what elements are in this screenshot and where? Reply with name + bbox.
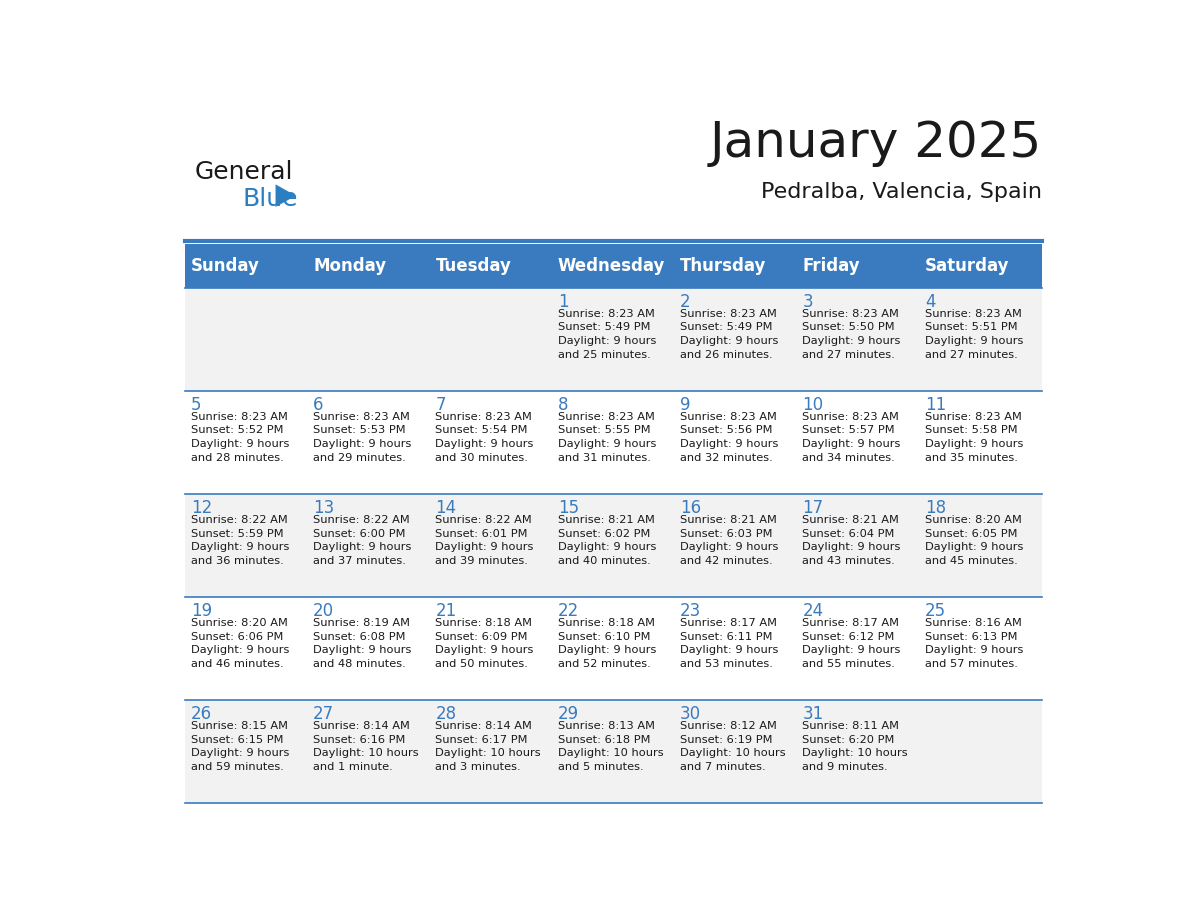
Text: Sunrise: 8:23 AM
Sunset: 5:53 PM
Daylight: 9 hours
and 29 minutes.: Sunrise: 8:23 AM Sunset: 5:53 PM Dayligh… bbox=[314, 412, 411, 463]
Text: Sunrise: 8:18 AM
Sunset: 6:10 PM
Daylight: 9 hours
and 52 minutes.: Sunrise: 8:18 AM Sunset: 6:10 PM Dayligh… bbox=[558, 618, 656, 669]
Text: 22: 22 bbox=[558, 601, 579, 620]
Text: Saturday: Saturday bbox=[924, 257, 1010, 274]
Text: Sunrise: 8:15 AM
Sunset: 6:15 PM
Daylight: 9 hours
and 59 minutes.: Sunrise: 8:15 AM Sunset: 6:15 PM Dayligh… bbox=[191, 721, 289, 772]
Text: Sunrise: 8:20 AM
Sunset: 6:05 PM
Daylight: 9 hours
and 45 minutes.: Sunrise: 8:20 AM Sunset: 6:05 PM Dayligh… bbox=[924, 515, 1023, 565]
Text: Sunrise: 8:13 AM
Sunset: 6:18 PM
Daylight: 10 hours
and 5 minutes.: Sunrise: 8:13 AM Sunset: 6:18 PM Dayligh… bbox=[558, 721, 663, 772]
Polygon shape bbox=[276, 185, 296, 207]
Text: Sunrise: 8:23 AM
Sunset: 5:52 PM
Daylight: 9 hours
and 28 minutes.: Sunrise: 8:23 AM Sunset: 5:52 PM Dayligh… bbox=[191, 412, 289, 463]
Text: 7: 7 bbox=[436, 396, 446, 414]
Text: 21: 21 bbox=[436, 601, 456, 620]
Text: 8: 8 bbox=[558, 396, 568, 414]
Text: 5: 5 bbox=[191, 396, 201, 414]
Bar bbox=[797, 244, 920, 287]
Text: Sunrise: 8:14 AM
Sunset: 6:17 PM
Daylight: 10 hours
and 3 minutes.: Sunrise: 8:14 AM Sunset: 6:17 PM Dayligh… bbox=[436, 721, 541, 772]
Text: 20: 20 bbox=[314, 601, 334, 620]
Text: 6: 6 bbox=[314, 396, 323, 414]
Text: January 2025: January 2025 bbox=[709, 118, 1042, 167]
Text: Sunrise: 8:18 AM
Sunset: 6:09 PM
Daylight: 9 hours
and 50 minutes.: Sunrise: 8:18 AM Sunset: 6:09 PM Dayligh… bbox=[436, 618, 533, 669]
Bar bbox=[552, 244, 675, 287]
Bar bbox=[430, 244, 552, 287]
Text: Sunrise: 8:23 AM
Sunset: 5:55 PM
Daylight: 9 hours
and 31 minutes.: Sunrise: 8:23 AM Sunset: 5:55 PM Dayligh… bbox=[558, 412, 656, 463]
Text: Sunrise: 8:19 AM
Sunset: 6:08 PM
Daylight: 9 hours
and 48 minutes.: Sunrise: 8:19 AM Sunset: 6:08 PM Dayligh… bbox=[314, 618, 411, 669]
Text: Sunrise: 8:17 AM
Sunset: 6:12 PM
Daylight: 9 hours
and 55 minutes.: Sunrise: 8:17 AM Sunset: 6:12 PM Dayligh… bbox=[802, 618, 901, 669]
Text: Sunrise: 8:16 AM
Sunset: 6:13 PM
Daylight: 9 hours
and 57 minutes.: Sunrise: 8:16 AM Sunset: 6:13 PM Dayligh… bbox=[924, 618, 1023, 669]
Text: 14: 14 bbox=[436, 498, 456, 517]
Bar bbox=[185, 391, 1042, 494]
Text: Sunrise: 8:21 AM
Sunset: 6:03 PM
Daylight: 9 hours
and 42 minutes.: Sunrise: 8:21 AM Sunset: 6:03 PM Dayligh… bbox=[681, 515, 778, 565]
Bar bbox=[185, 700, 1042, 803]
Text: 19: 19 bbox=[191, 601, 211, 620]
Text: 17: 17 bbox=[802, 498, 823, 517]
Text: Sunrise: 8:23 AM
Sunset: 5:50 PM
Daylight: 9 hours
and 27 minutes.: Sunrise: 8:23 AM Sunset: 5:50 PM Dayligh… bbox=[802, 308, 901, 360]
Text: Sunrise: 8:20 AM
Sunset: 6:06 PM
Daylight: 9 hours
and 46 minutes.: Sunrise: 8:20 AM Sunset: 6:06 PM Dayligh… bbox=[191, 618, 289, 669]
Text: Sunrise: 8:22 AM
Sunset: 6:00 PM
Daylight: 9 hours
and 37 minutes.: Sunrise: 8:22 AM Sunset: 6:00 PM Dayligh… bbox=[314, 515, 411, 565]
Text: 30: 30 bbox=[681, 705, 701, 722]
Text: 23: 23 bbox=[681, 601, 701, 620]
Bar bbox=[675, 244, 797, 287]
Text: Tuesday: Tuesday bbox=[436, 257, 511, 274]
Bar bbox=[920, 244, 1042, 287]
Text: 24: 24 bbox=[802, 601, 823, 620]
Text: Monday: Monday bbox=[314, 257, 386, 274]
Text: 16: 16 bbox=[681, 498, 701, 517]
Bar bbox=[185, 597, 1042, 700]
Bar bbox=[185, 287, 1042, 391]
Text: Sunrise: 8:23 AM
Sunset: 5:49 PM
Daylight: 9 hours
and 26 minutes.: Sunrise: 8:23 AM Sunset: 5:49 PM Dayligh… bbox=[681, 308, 778, 360]
Text: Blue: Blue bbox=[242, 186, 298, 210]
Text: Sunrise: 8:12 AM
Sunset: 6:19 PM
Daylight: 10 hours
and 7 minutes.: Sunrise: 8:12 AM Sunset: 6:19 PM Dayligh… bbox=[681, 721, 785, 772]
Text: Sunrise: 8:23 AM
Sunset: 5:58 PM
Daylight: 9 hours
and 35 minutes.: Sunrise: 8:23 AM Sunset: 5:58 PM Dayligh… bbox=[924, 412, 1023, 463]
Text: 9: 9 bbox=[681, 396, 690, 414]
Text: Sunrise: 8:21 AM
Sunset: 6:02 PM
Daylight: 9 hours
and 40 minutes.: Sunrise: 8:21 AM Sunset: 6:02 PM Dayligh… bbox=[558, 515, 656, 565]
Text: 31: 31 bbox=[802, 705, 823, 722]
Text: Sunrise: 8:22 AM
Sunset: 6:01 PM
Daylight: 9 hours
and 39 minutes.: Sunrise: 8:22 AM Sunset: 6:01 PM Dayligh… bbox=[436, 515, 533, 565]
Text: Thursday: Thursday bbox=[681, 257, 766, 274]
Text: 25: 25 bbox=[924, 601, 946, 620]
Text: 28: 28 bbox=[436, 705, 456, 722]
Text: 2: 2 bbox=[681, 293, 690, 310]
Text: 11: 11 bbox=[924, 396, 946, 414]
Text: Pedralba, Valencia, Spain: Pedralba, Valencia, Spain bbox=[760, 182, 1042, 202]
Text: Sunrise: 8:11 AM
Sunset: 6:20 PM
Daylight: 10 hours
and 9 minutes.: Sunrise: 8:11 AM Sunset: 6:20 PM Dayligh… bbox=[802, 721, 908, 772]
Text: 29: 29 bbox=[558, 705, 579, 722]
Text: 18: 18 bbox=[924, 498, 946, 517]
Text: Sunrise: 8:23 AM
Sunset: 5:54 PM
Daylight: 9 hours
and 30 minutes.: Sunrise: 8:23 AM Sunset: 5:54 PM Dayligh… bbox=[436, 412, 533, 463]
Bar bbox=[185, 494, 1042, 597]
Text: 26: 26 bbox=[191, 705, 211, 722]
Text: 27: 27 bbox=[314, 705, 334, 722]
Text: 4: 4 bbox=[924, 293, 935, 310]
Text: Sunrise: 8:23 AM
Sunset: 5:51 PM
Daylight: 9 hours
and 27 minutes.: Sunrise: 8:23 AM Sunset: 5:51 PM Dayligh… bbox=[924, 308, 1023, 360]
Text: 1: 1 bbox=[558, 293, 568, 310]
Text: 15: 15 bbox=[558, 498, 579, 517]
Bar bbox=[308, 244, 430, 287]
Text: 10: 10 bbox=[802, 396, 823, 414]
Text: Sunrise: 8:23 AM
Sunset: 5:49 PM
Daylight: 9 hours
and 25 minutes.: Sunrise: 8:23 AM Sunset: 5:49 PM Dayligh… bbox=[558, 308, 656, 360]
Bar bbox=[185, 244, 308, 287]
Text: Sunday: Sunday bbox=[191, 257, 260, 274]
Text: Wednesday: Wednesday bbox=[558, 257, 665, 274]
Text: General: General bbox=[195, 161, 293, 185]
Text: Friday: Friday bbox=[802, 257, 860, 274]
Text: 13: 13 bbox=[314, 498, 335, 517]
Text: 12: 12 bbox=[191, 498, 213, 517]
Text: 3: 3 bbox=[802, 293, 813, 310]
Text: Sunrise: 8:23 AM
Sunset: 5:57 PM
Daylight: 9 hours
and 34 minutes.: Sunrise: 8:23 AM Sunset: 5:57 PM Dayligh… bbox=[802, 412, 901, 463]
Text: Sunrise: 8:17 AM
Sunset: 6:11 PM
Daylight: 9 hours
and 53 minutes.: Sunrise: 8:17 AM Sunset: 6:11 PM Dayligh… bbox=[681, 618, 778, 669]
Text: Sunrise: 8:21 AM
Sunset: 6:04 PM
Daylight: 9 hours
and 43 minutes.: Sunrise: 8:21 AM Sunset: 6:04 PM Dayligh… bbox=[802, 515, 901, 565]
Text: Sunrise: 8:14 AM
Sunset: 6:16 PM
Daylight: 10 hours
and 1 minute.: Sunrise: 8:14 AM Sunset: 6:16 PM Dayligh… bbox=[314, 721, 419, 772]
Text: Sunrise: 8:22 AM
Sunset: 5:59 PM
Daylight: 9 hours
and 36 minutes.: Sunrise: 8:22 AM Sunset: 5:59 PM Dayligh… bbox=[191, 515, 289, 565]
Text: Sunrise: 8:23 AM
Sunset: 5:56 PM
Daylight: 9 hours
and 32 minutes.: Sunrise: 8:23 AM Sunset: 5:56 PM Dayligh… bbox=[681, 412, 778, 463]
